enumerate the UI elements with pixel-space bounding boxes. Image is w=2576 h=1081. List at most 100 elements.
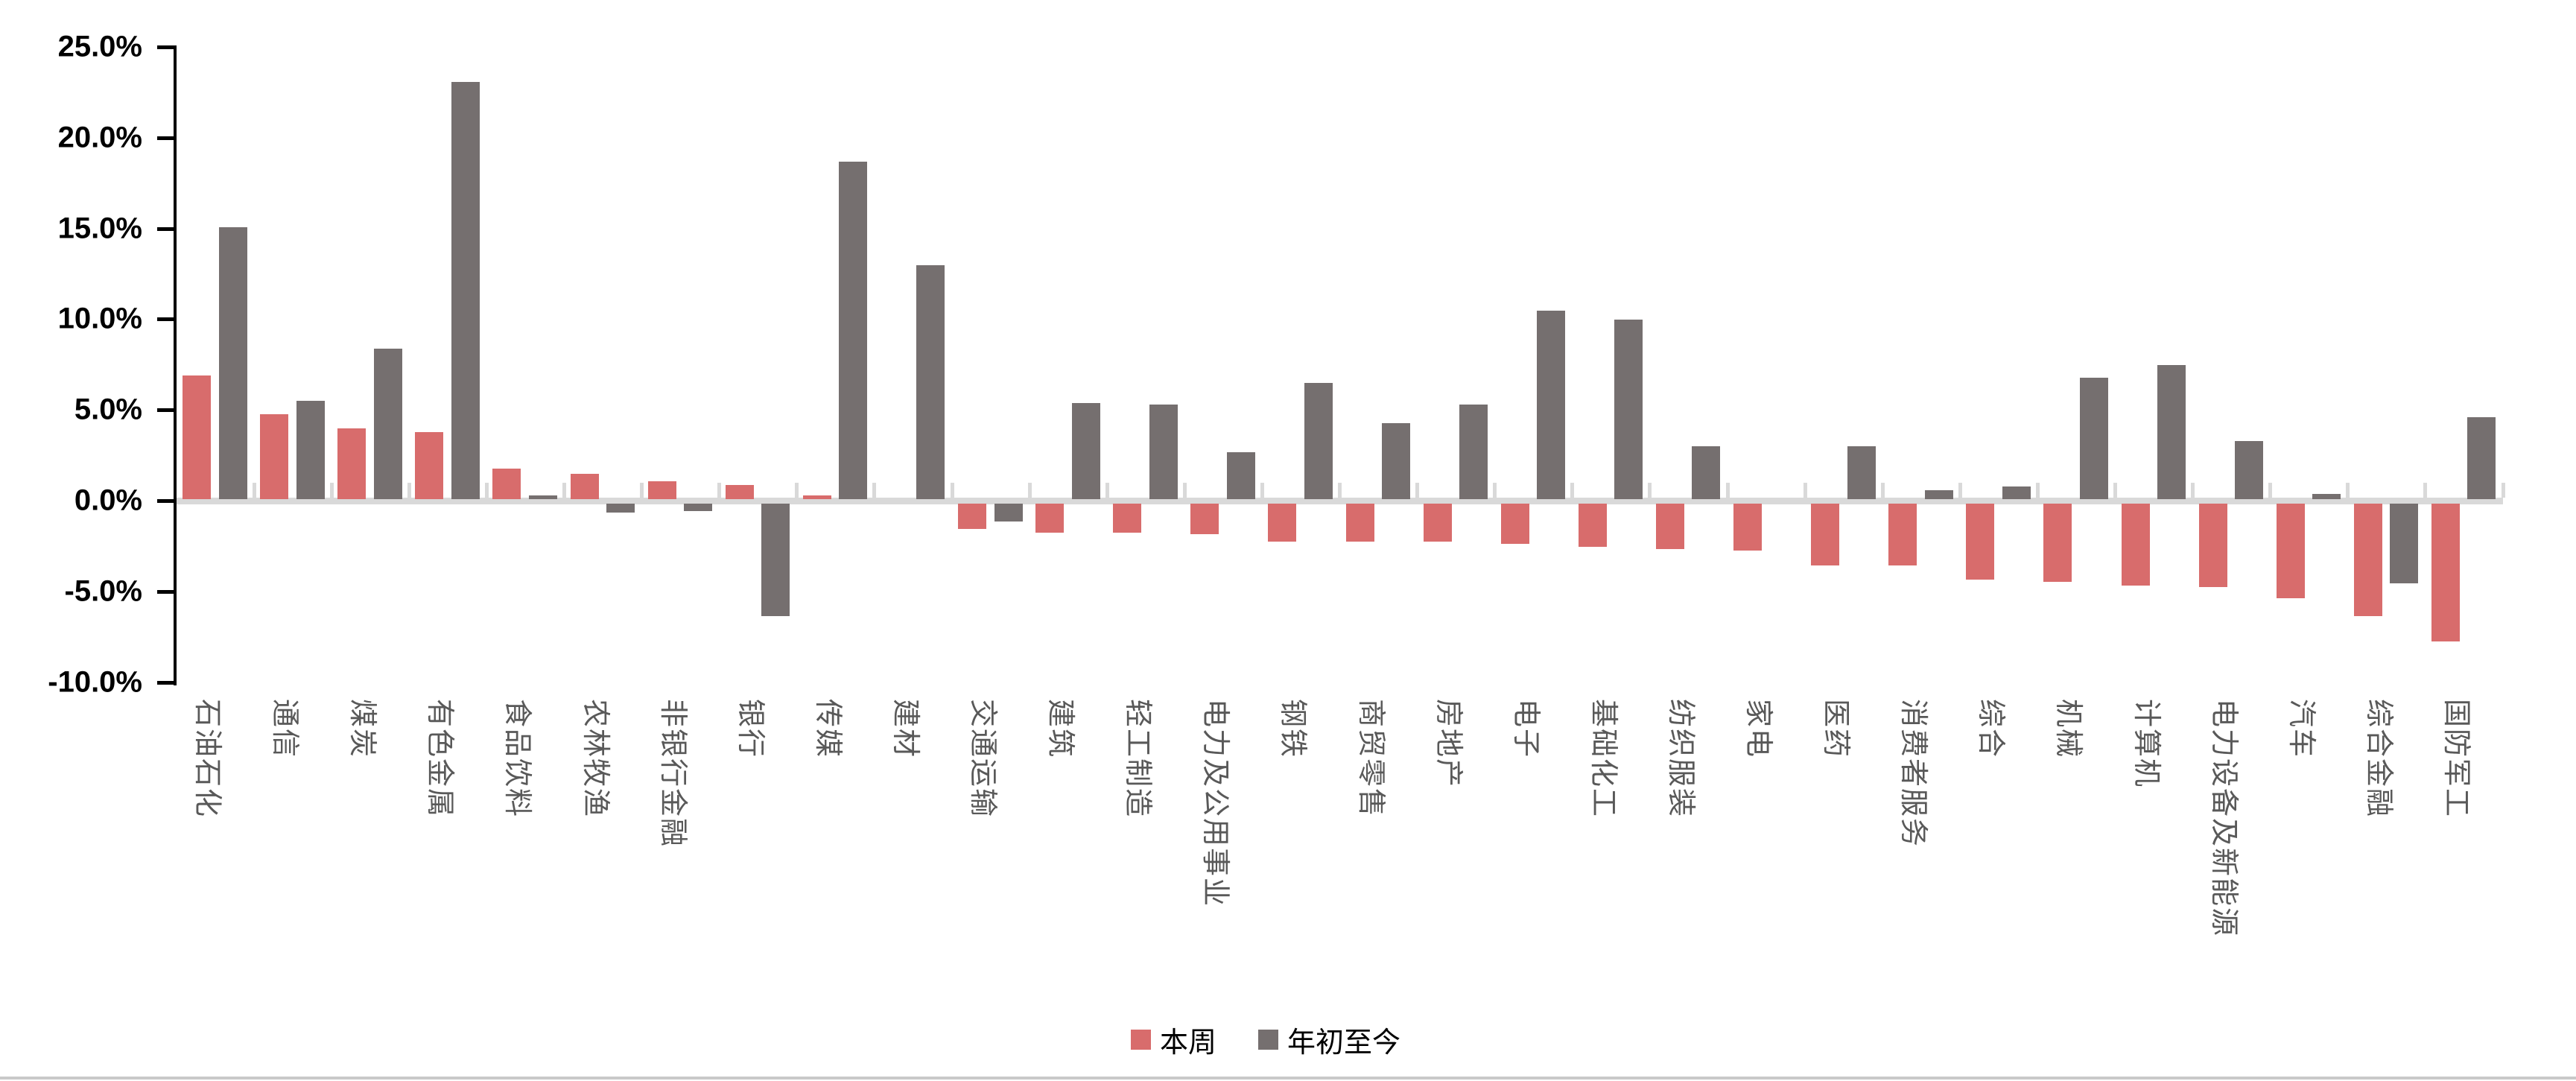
bar-week-2 — [337, 428, 367, 499]
legend-swatch-icon — [1258, 1030, 1279, 1050]
bar-ytd-2 — [373, 348, 402, 499]
bar-ytd-22 — [1924, 489, 1953, 499]
bar-week-23 — [1966, 504, 1995, 580]
bar-week-25 — [2121, 504, 2150, 586]
y-axis-tick-label: -5.0% — [64, 574, 143, 608]
bar-week-22 — [1888, 504, 1917, 565]
bar-week-11 — [1035, 504, 1065, 533]
y-axis-tick — [157, 226, 177, 231]
x-axis-label: 综合 — [1975, 698, 2007, 758]
bar-week-27 — [2276, 504, 2305, 598]
window-bottom-edge — [0, 1077, 2576, 1080]
legend-swatch-icon — [1131, 1030, 1151, 1050]
bar-ytd-12 — [1149, 405, 1178, 499]
bar-ytd-0 — [218, 226, 247, 499]
y-axis-tick — [157, 499, 177, 503]
category-boundary-tick — [484, 483, 489, 498]
bar-ytd-5 — [606, 504, 635, 513]
bar-week-18 — [1578, 504, 1607, 548]
bar-ytd-15 — [1382, 422, 1410, 499]
y-axis-tick-label: -10.0% — [48, 665, 142, 699]
x-axis-label: 银行 — [734, 698, 766, 758]
x-axis-label: 煤炭 — [346, 698, 378, 758]
bar-ytd-4 — [528, 495, 557, 499]
category-boundary-tick — [872, 483, 877, 498]
category-boundary-tick — [1493, 483, 1497, 498]
x-axis-label: 计算机 — [2130, 698, 2162, 788]
category-boundary-tick — [1260, 483, 1264, 498]
bar-week-12 — [1113, 504, 1142, 533]
x-axis-label: 交通运输 — [967, 698, 998, 818]
category-boundary-tick — [2113, 483, 2117, 498]
y-axis-tick-label: 20.0% — [57, 121, 142, 154]
bar-ytd-7 — [761, 504, 790, 617]
bar-ytd-13 — [1226, 451, 1255, 499]
bar-ytd-19 — [1692, 446, 1721, 499]
bar-ytd-27 — [2312, 493, 2341, 499]
bar-ytd-18 — [1614, 319, 1643, 499]
x-axis-label: 医药 — [1820, 698, 1852, 758]
bar-ytd-24 — [2079, 377, 2108, 499]
bar-ytd-14 — [1304, 383, 1333, 499]
y-axis-tick — [157, 680, 177, 685]
bar-week-17 — [1500, 504, 1529, 544]
bar-ytd-11 — [1071, 402, 1100, 499]
x-axis-label: 综合金融 — [2362, 698, 2394, 818]
bar-week-8 — [802, 495, 831, 499]
x-axis-label: 电力设备及新能源 — [2207, 698, 2239, 937]
category-boundary-tick — [795, 483, 799, 498]
x-axis-label: 轻工制造 — [1122, 698, 1154, 818]
bar-ytd-29 — [2467, 417, 2496, 499]
y-axis-tick-label: 0.0% — [74, 484, 142, 517]
bar-week-28 — [2353, 504, 2382, 617]
bar-week-19 — [1655, 504, 1684, 549]
x-axis-label: 电力及公用事业 — [1199, 698, 1231, 907]
category-boundary-tick — [1415, 483, 1420, 498]
bar-week-4 — [492, 468, 521, 499]
category-boundary-tick — [1648, 483, 1652, 498]
category-boundary-tick — [252, 483, 256, 498]
bar-week-16 — [1423, 504, 1452, 542]
category-boundary-tick — [1338, 483, 1342, 498]
y-axis-tick-label: 15.0% — [57, 212, 142, 245]
x-axis-label: 非银行金融 — [656, 698, 688, 848]
y-axis-tick-label: 5.0% — [74, 393, 142, 426]
bar-week-14 — [1268, 504, 1297, 542]
category-boundary-tick — [1105, 483, 1109, 498]
legend-item: 本周 — [1131, 1019, 1216, 1060]
bar-week-20 — [1733, 504, 1762, 551]
bar-ytd-26 — [2235, 441, 2264, 499]
x-axis-label: 电子 — [1509, 698, 1541, 758]
bar-ytd-16 — [1459, 405, 1488, 499]
category-boundary-tick — [950, 483, 954, 498]
y-axis-tick-label: 10.0% — [57, 302, 142, 335]
bar-week-15 — [1345, 504, 1374, 542]
category-boundary-tick — [1958, 483, 1962, 498]
category-boundary-tick — [1027, 483, 1032, 498]
bar-ytd-9 — [916, 264, 945, 499]
x-axis-label: 建筑 — [1044, 698, 1076, 758]
bar-week-6 — [647, 481, 676, 499]
y-axis-tick-label: 25.0% — [57, 30, 142, 63]
category-boundary-tick — [1570, 483, 1575, 498]
bar-week-13 — [1190, 504, 1219, 535]
x-axis-label: 房地产 — [1432, 698, 1464, 788]
category-boundary-tick — [640, 483, 644, 498]
y-axis-tick — [157, 45, 177, 49]
x-axis-label: 商贸零售 — [1354, 698, 1386, 818]
legend-item: 年初至今 — [1258, 1019, 1400, 1060]
bar-week-24 — [2043, 504, 2072, 582]
legend-label: 年初至今 — [1287, 1027, 1401, 1059]
bar-week-29 — [2431, 504, 2460, 642]
category-boundary-tick — [2423, 483, 2428, 498]
x-axis-label: 通信 — [269, 698, 301, 758]
category-boundary-tick — [2191, 483, 2195, 498]
x-axis-label: 国防军工 — [2440, 698, 2472, 818]
x-axis-label: 食品饮料 — [501, 698, 533, 818]
bar-ytd-28 — [2390, 504, 2419, 584]
bar-week-5 — [570, 473, 599, 499]
y-axis-tick — [157, 408, 177, 413]
y-axis-tick — [157, 136, 177, 140]
bar-week-3 — [415, 431, 444, 499]
